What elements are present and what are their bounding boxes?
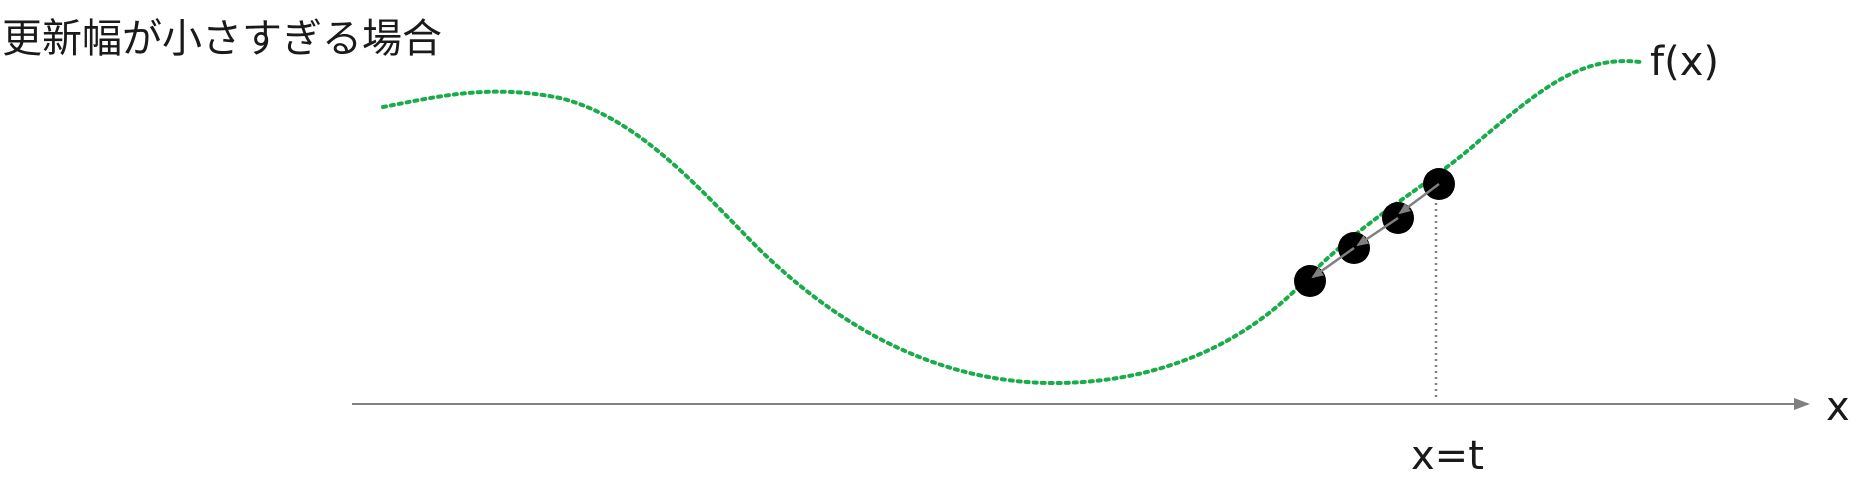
step-arrow-1 — [1398, 182, 1440, 215]
page-title: 更新幅が小さすぎる場合 — [2, 16, 442, 62]
marker-label: x=t — [1411, 433, 1484, 478]
function-curve — [381, 59, 1642, 386]
curve-label: f(x) — [1650, 39, 1719, 85]
step-arrow-3 — [1311, 246, 1355, 279]
step-arrow-2 — [1356, 216, 1399, 247]
axis-label: x — [1826, 384, 1850, 430]
